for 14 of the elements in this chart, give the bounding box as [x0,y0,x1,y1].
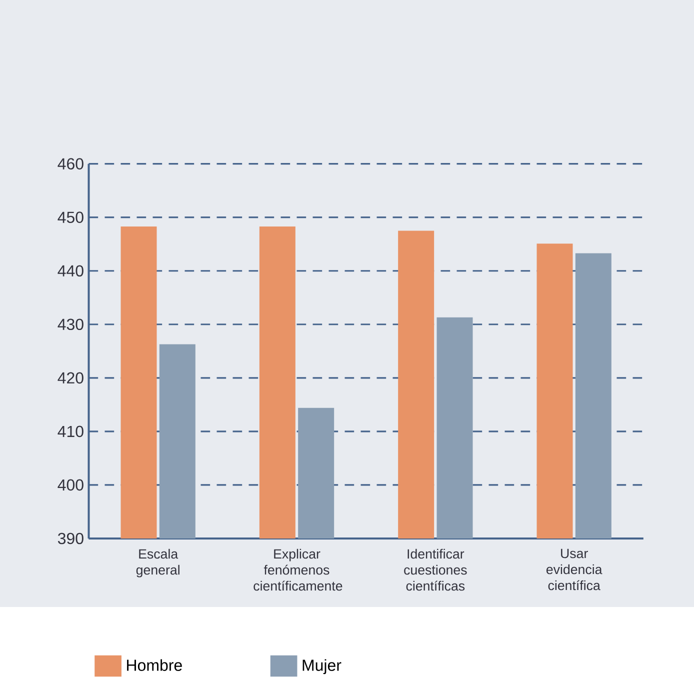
x-tick-label: Explicar fenómenos científicamente [254,548,342,591]
y-tick-label: 390 [58,532,84,544]
y-tick-label: 440 [58,265,84,277]
y-tick-label: 450 [58,212,84,224]
legend-label: Hombre [127,659,182,672]
y-tick-label: 460 [58,158,84,170]
y-tick-label: 410 [58,426,84,438]
y-tick-label: 400 [58,479,84,491]
legend-label: Mujer [302,659,342,674]
x-tick-label: Usar evidencia científica [546,548,602,590]
x-tick-label: Identificar cuestiones científicas [404,548,467,591]
x-tick-label: Escala general [136,548,180,578]
y-tick-label: 430 [58,318,84,330]
y-tick-label: 420 [58,372,84,384]
